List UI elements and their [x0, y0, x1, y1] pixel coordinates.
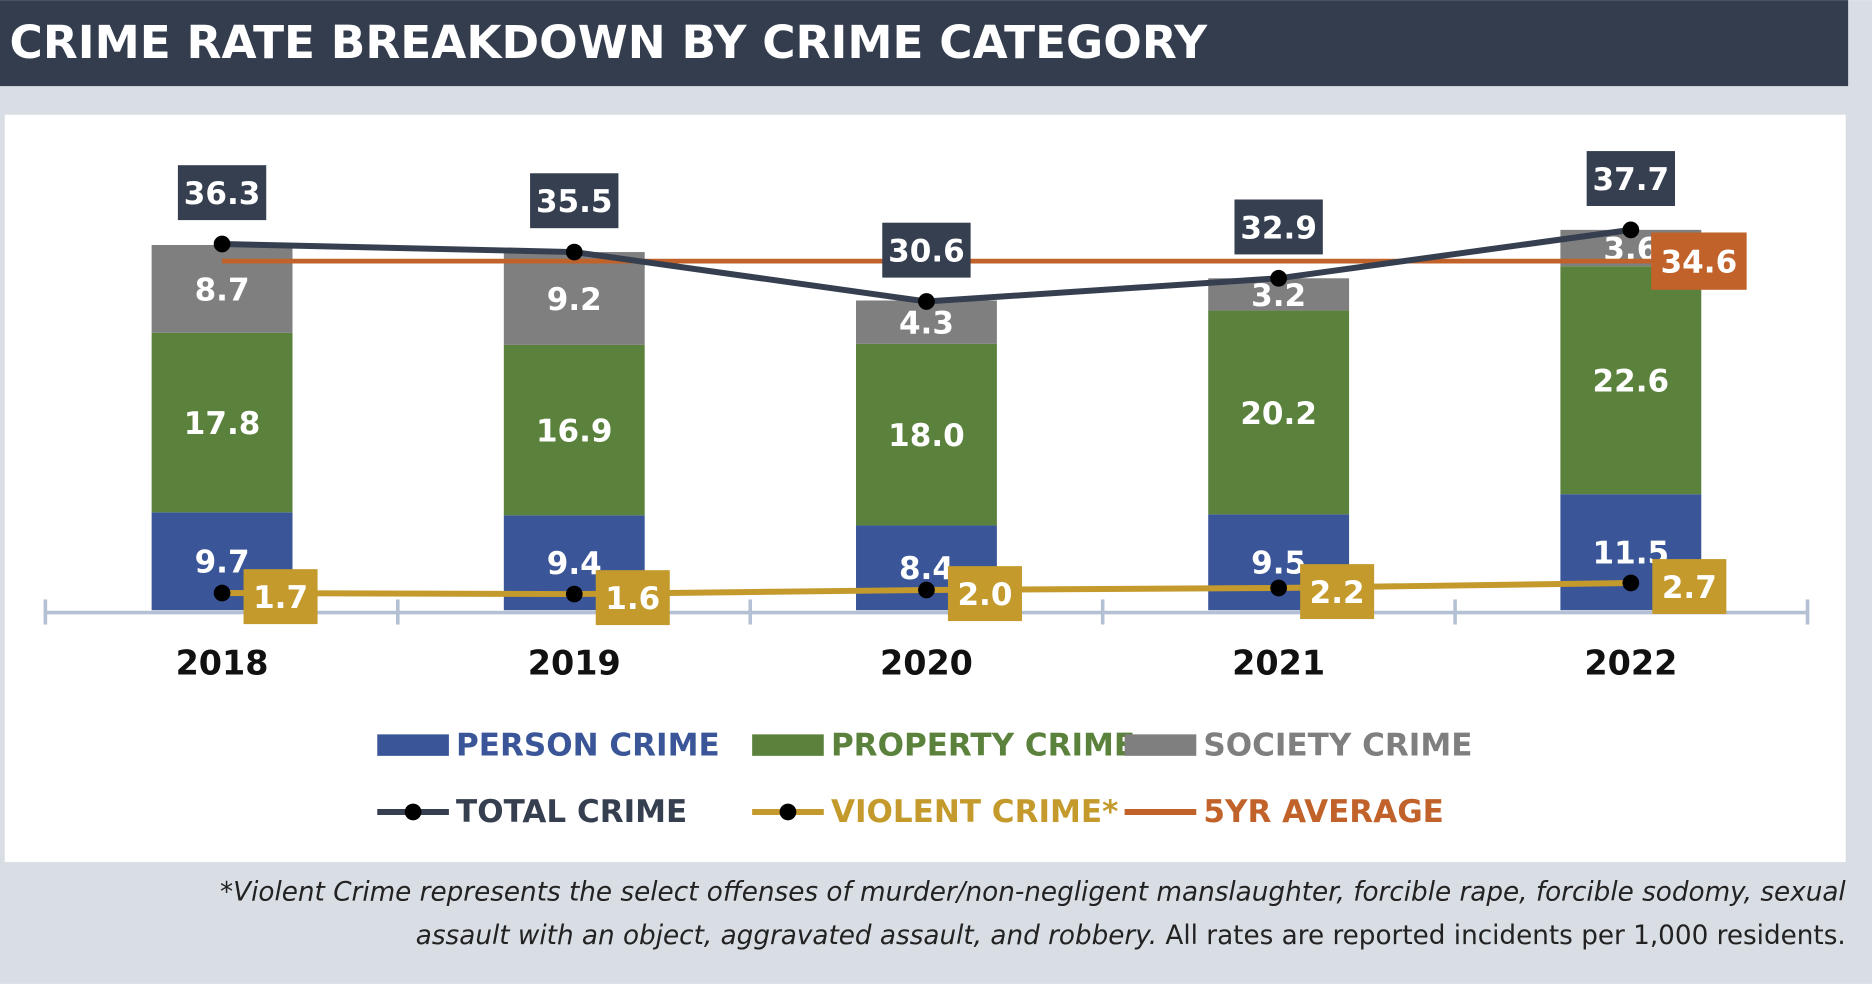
legend-label: 5YR AVERAGE — [1203, 794, 1443, 830]
data-label: 2.0 — [957, 577, 1012, 613]
legend-marker — [404, 803, 422, 821]
title-bar — [0, 0, 1849, 87]
legend-label: PROPERTY CRIME — [831, 727, 1135, 763]
line-marker — [565, 243, 583, 261]
data-label: 9.7 — [195, 545, 250, 581]
data-label: 9.5 — [1251, 546, 1306, 582]
data-label: 32.9 — [1240, 210, 1317, 246]
legend-swatch — [377, 734, 449, 756]
footnote-note: All rates are reported incidents per 1,0… — [1165, 921, 1845, 951]
bar-segment — [151, 332, 293, 513]
line-marker — [1270, 579, 1287, 597]
label-box — [1586, 151, 1676, 206]
x-tick-label: 2018 — [176, 644, 269, 683]
label-box — [595, 570, 670, 626]
footnote-text: assault with an object, aggravated assau… — [416, 921, 1157, 951]
data-label: 37.7 — [1593, 162, 1670, 198]
x-tick-label: 2019 — [528, 644, 621, 683]
data-label: 8.4 — [899, 551, 954, 587]
line-marker — [565, 585, 583, 603]
footnote: assault with an object, aggravated assau… — [416, 921, 1846, 951]
data-label: 8.7 — [195, 272, 250, 308]
bar-segment — [856, 343, 997, 526]
footnote: *Violent Crime represents the select off… — [220, 878, 1846, 908]
data-label: 18.0 — [888, 418, 965, 454]
data-label: 1.6 — [605, 581, 660, 617]
line-marker — [213, 584, 231, 602]
x-tick-label: 2022 — [1584, 644, 1677, 683]
label-box — [1234, 199, 1323, 255]
data-label: 1.7 — [253, 580, 308, 616]
label-box — [947, 566, 1022, 622]
x-tick-label: 2020 — [880, 644, 973, 683]
label-box — [243, 569, 318, 625]
chart-title: CRIME RATE BREAKDOWN BY CRIME CATEGORY — [10, 16, 1209, 69]
data-label: 30.6 — [888, 234, 965, 270]
legend-label: TOTAL CRIME — [456, 794, 687, 830]
data-label: 36.3 — [184, 176, 261, 212]
data-label: 2.2 — [1310, 575, 1365, 611]
bar-segment — [503, 252, 645, 345]
line-marker — [1270, 269, 1287, 287]
label-box — [1652, 559, 1727, 614]
line-marker — [213, 235, 231, 253]
label-box — [882, 222, 971, 278]
legend-label: VIOLENT CRIME* — [831, 794, 1118, 830]
data-label: 16.9 — [536, 414, 613, 450]
data-label: 4.3 — [899, 306, 954, 342]
data-label: 9.2 — [547, 282, 602, 318]
data-label: 17.8 — [184, 406, 261, 442]
data-label: 9.4 — [547, 546, 602, 582]
legend-label: SOCIETY CRIME — [1203, 727, 1472, 763]
bar-segment — [1560, 266, 1702, 495]
line-marker — [1622, 574, 1640, 592]
data-label: 20.2 — [1240, 396, 1317, 432]
bar-segment — [503, 344, 645, 516]
x-tick-label: 2021 — [1232, 644, 1325, 683]
label-box — [1300, 564, 1375, 620]
data-label: 2.7 — [1662, 570, 1717, 606]
label-box — [530, 173, 619, 229]
legend-marker — [779, 803, 797, 821]
line-marker — [1622, 221, 1640, 239]
legend-swatch — [752, 734, 824, 756]
bar-segment — [1208, 310, 1350, 515]
data-label: 22.6 — [1593, 364, 1670, 400]
data-label: 34.6 — [1661, 245, 1738, 281]
line-marker — [918, 581, 935, 599]
legend-label: PERSON CRIME — [456, 727, 720, 763]
line-marker — [918, 293, 935, 310]
label-box — [1651, 232, 1747, 290]
label-box — [177, 165, 267, 221]
legend-swatch — [1124, 734, 1197, 756]
data-label: 35.5 — [536, 184, 613, 220]
